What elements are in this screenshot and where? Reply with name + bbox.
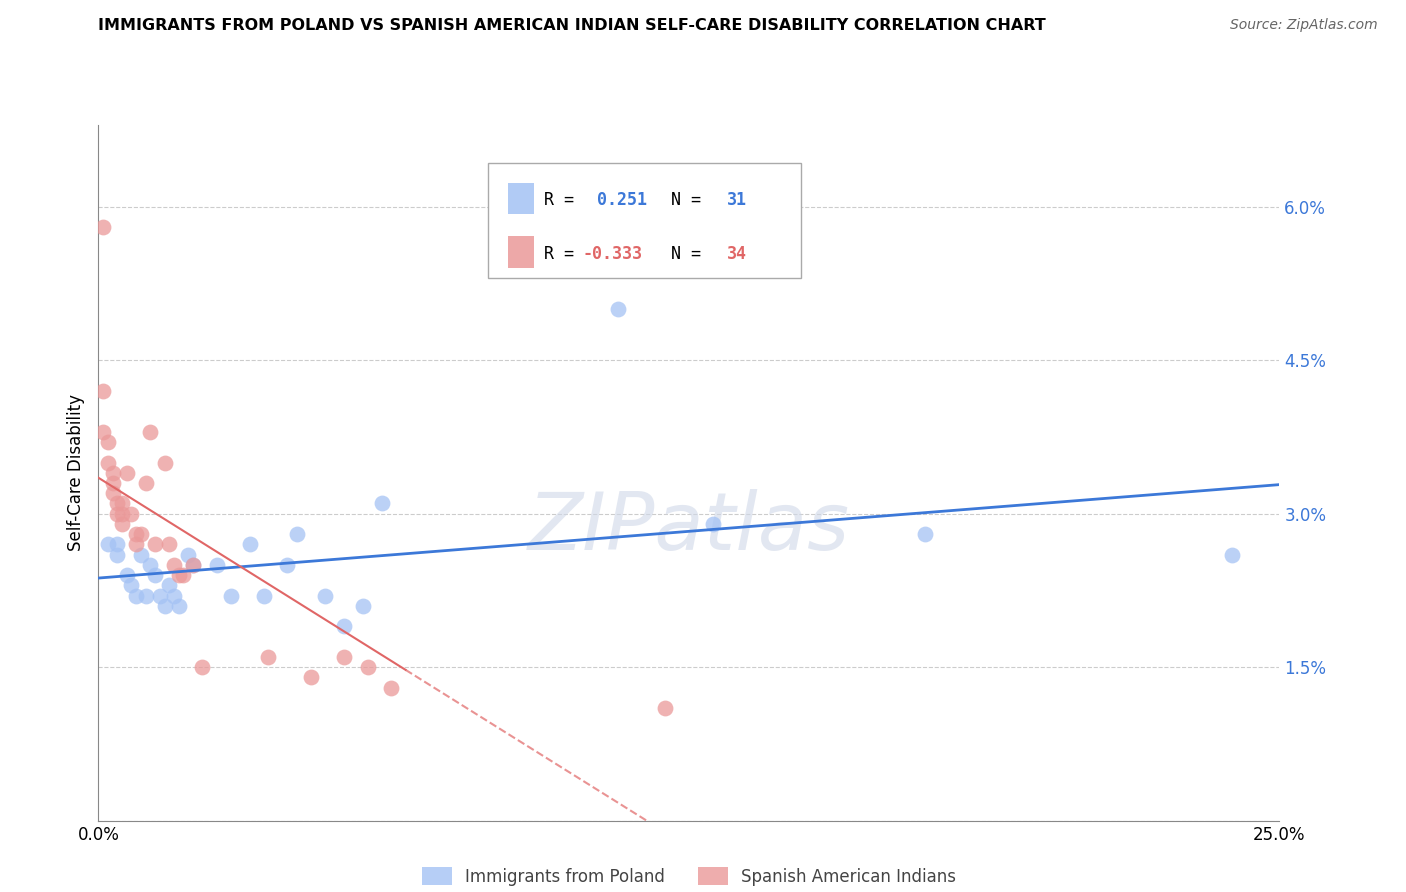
Point [172, 568, 194, 582]
FancyBboxPatch shape [508, 183, 534, 214]
Text: N =: N = [671, 244, 711, 262]
Point [97, 537, 120, 551]
Point [239, 537, 262, 551]
Point [97, 456, 120, 470]
Point [111, 496, 134, 510]
Point [167, 568, 190, 582]
Point [314, 589, 336, 603]
Point [219, 589, 242, 603]
FancyBboxPatch shape [488, 163, 801, 278]
Point [607, 301, 630, 316]
Text: R =: R = [544, 244, 583, 262]
Text: 31: 31 [727, 191, 747, 209]
Point [115, 568, 138, 582]
Point [101, 486, 124, 500]
Point [1220, 548, 1243, 562]
Point [121, 507, 143, 521]
Point [91, 425, 114, 439]
Point [121, 578, 143, 592]
Point [105, 548, 128, 562]
Legend: Immigrants from Poland, Spanish American Indians: Immigrants from Poland, Spanish American… [415, 861, 963, 892]
Point [357, 660, 380, 674]
Point [157, 537, 180, 551]
Point [191, 660, 214, 674]
Point [105, 496, 128, 510]
Point [149, 589, 172, 603]
Text: 0.251: 0.251 [596, 191, 647, 209]
Point [163, 558, 186, 572]
Point [153, 456, 176, 470]
Point [299, 670, 322, 684]
Point [352, 599, 374, 613]
Point [115, 466, 138, 480]
Point [135, 475, 157, 490]
Point [91, 220, 114, 235]
Point [143, 568, 166, 582]
Point [205, 558, 228, 572]
Point [125, 537, 148, 551]
Point [129, 548, 152, 562]
Point [91, 384, 114, 398]
Point [129, 527, 152, 541]
Point [285, 527, 308, 541]
Text: N =: N = [671, 191, 711, 209]
Point [139, 425, 162, 439]
Point [181, 558, 204, 572]
Point [125, 527, 148, 541]
Y-axis label: Self-Care Disability: Self-Care Disability [66, 394, 84, 551]
Point [333, 619, 356, 633]
Point [253, 589, 276, 603]
Point [177, 548, 200, 562]
Text: ZIPatlas: ZIPatlas [527, 490, 851, 567]
Text: IMMIGRANTS FROM POLAND VS SPANISH AMERICAN INDIAN SELF-CARE DISABILITY CORRELATI: IMMIGRANTS FROM POLAND VS SPANISH AMERIC… [98, 18, 1046, 33]
Text: R =: R = [544, 191, 583, 209]
Point [101, 475, 124, 490]
Point [654, 701, 676, 715]
Point [105, 537, 128, 551]
Point [143, 537, 166, 551]
Point [157, 578, 180, 592]
Point [111, 516, 134, 531]
Text: Source: ZipAtlas.com: Source: ZipAtlas.com [1230, 18, 1378, 32]
Point [163, 589, 186, 603]
Point [333, 649, 356, 664]
Text: -0.333: -0.333 [582, 244, 643, 262]
Point [105, 507, 128, 521]
FancyBboxPatch shape [508, 236, 534, 268]
Text: 34: 34 [727, 244, 747, 262]
Point [276, 558, 298, 572]
Point [125, 589, 148, 603]
Point [914, 527, 936, 541]
Point [111, 507, 134, 521]
Point [257, 649, 280, 664]
Point [153, 599, 176, 613]
Point [371, 496, 394, 510]
Point [181, 558, 204, 572]
Point [97, 435, 120, 450]
Point [380, 681, 402, 695]
Point [139, 558, 162, 572]
Point [702, 516, 724, 531]
Point [167, 599, 190, 613]
Point [135, 589, 157, 603]
Point [101, 466, 124, 480]
